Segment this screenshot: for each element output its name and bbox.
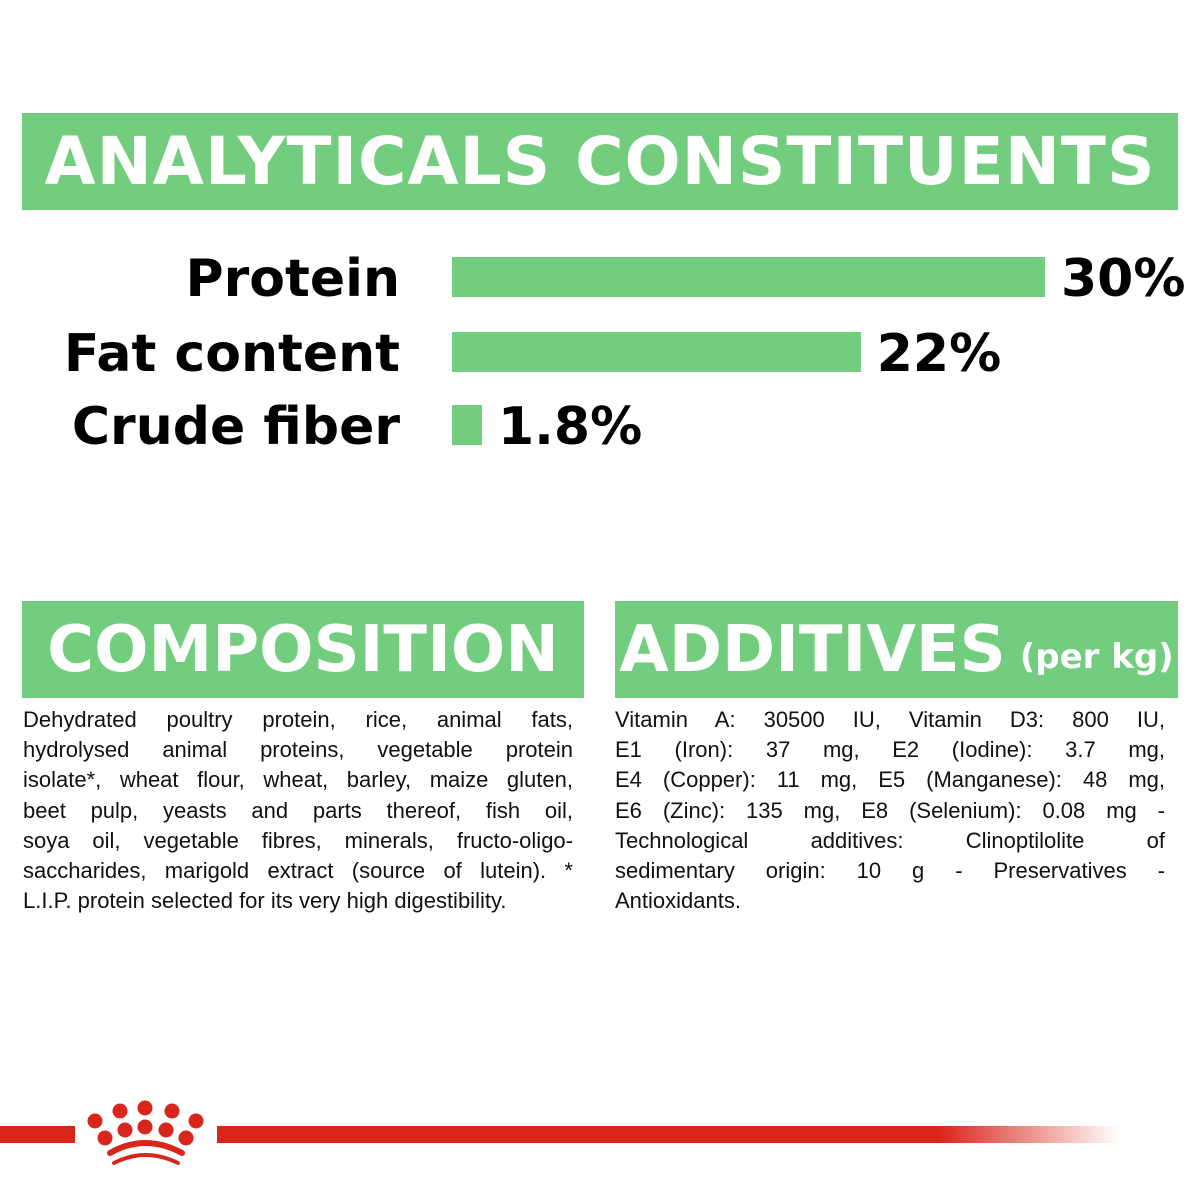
additives-text: Vitamin A: 30500 IU, Vitamin D3: 800 IU,… <box>615 705 1165 916</box>
text-line: beet pulp, yeasts and parts thereof, fis… <box>23 797 573 823</box>
constituent-value: 1.8% <box>498 397 643 457</box>
brand-line-left <box>0 1126 75 1143</box>
text-line: Vitamin A: 30500 IU, Vitamin D3: 800 IU, <box>615 707 1165 732</box>
composition-header: COMPOSITION <box>22 601 584 698</box>
text-line: hydrolysed animal proteins, vegetable pr… <box>23 737 573 763</box>
constituent-bar <box>452 257 1045 297</box>
constituent-bar <box>452 332 861 372</box>
text-line: saccharides, marigold extract (source of… <box>23 858 573 884</box>
constituent-value: 22% <box>876 324 1002 384</box>
additives-header: ADDITIVES (per kg) <box>615 601 1178 698</box>
constituent-label: Protein <box>185 249 400 309</box>
constituent-bar <box>452 405 482 445</box>
brand-line-right <box>217 1126 1120 1143</box>
constituent-label: Crude fiber <box>71 397 400 457</box>
text-line: E1 (Iron): 37 mg, E2 (Iodine): 3.7 mg, <box>615 737 1165 763</box>
royal-canin-crown-logo <box>87 1100 204 1165</box>
text-line: sedimentary origin: 10 g - Preservatives… <box>615 858 1165 884</box>
header-title: ANALYTICALS CONSTITUENTS <box>44 123 1156 200</box>
constituent-value: 30% <box>1061 249 1186 309</box>
constituent-row: Crude fiber 1.8% <box>0 397 1200 457</box>
constituent-row: Protein 30% <box>0 249 1200 309</box>
composition-title: COMPOSITION <box>47 612 559 687</box>
text-line: L.I.P. protein selected for its very hig… <box>23 888 507 914</box>
text-line: E6 (Zinc): 135 mg, E8 (Selenium): 0.08 m… <box>615 797 1165 823</box>
composition-text: Dehydrated poultry protein, rice, animal… <box>23 705 573 916</box>
constituent-row: Fat content 22% <box>0 324 1200 384</box>
analytical-constituents-header: ANALYTICALS CONSTITUENTS <box>22 113 1178 210</box>
text-line: soya oil, vegetable fibres, minerals, fr… <box>23 827 573 853</box>
additives-title: ADDITIVES <box>619 612 1006 687</box>
text-line: isolate*, wheat flour, wheat, barley, ma… <box>23 767 573 793</box>
text-line: Antioxidants. <box>615 888 741 914</box>
text-line: E4 (Copper): 11 mg, E5 (Manganese): 48 m… <box>615 767 1165 793</box>
text-line: Dehydrated poultry protein, rice, animal… <box>23 707 573 732</box>
additives-subtitle: (per kg) <box>1019 636 1174 677</box>
constituent-label: Fat content <box>63 324 400 384</box>
text-line: Technological additives: Clinoptilolite … <box>615 827 1165 853</box>
